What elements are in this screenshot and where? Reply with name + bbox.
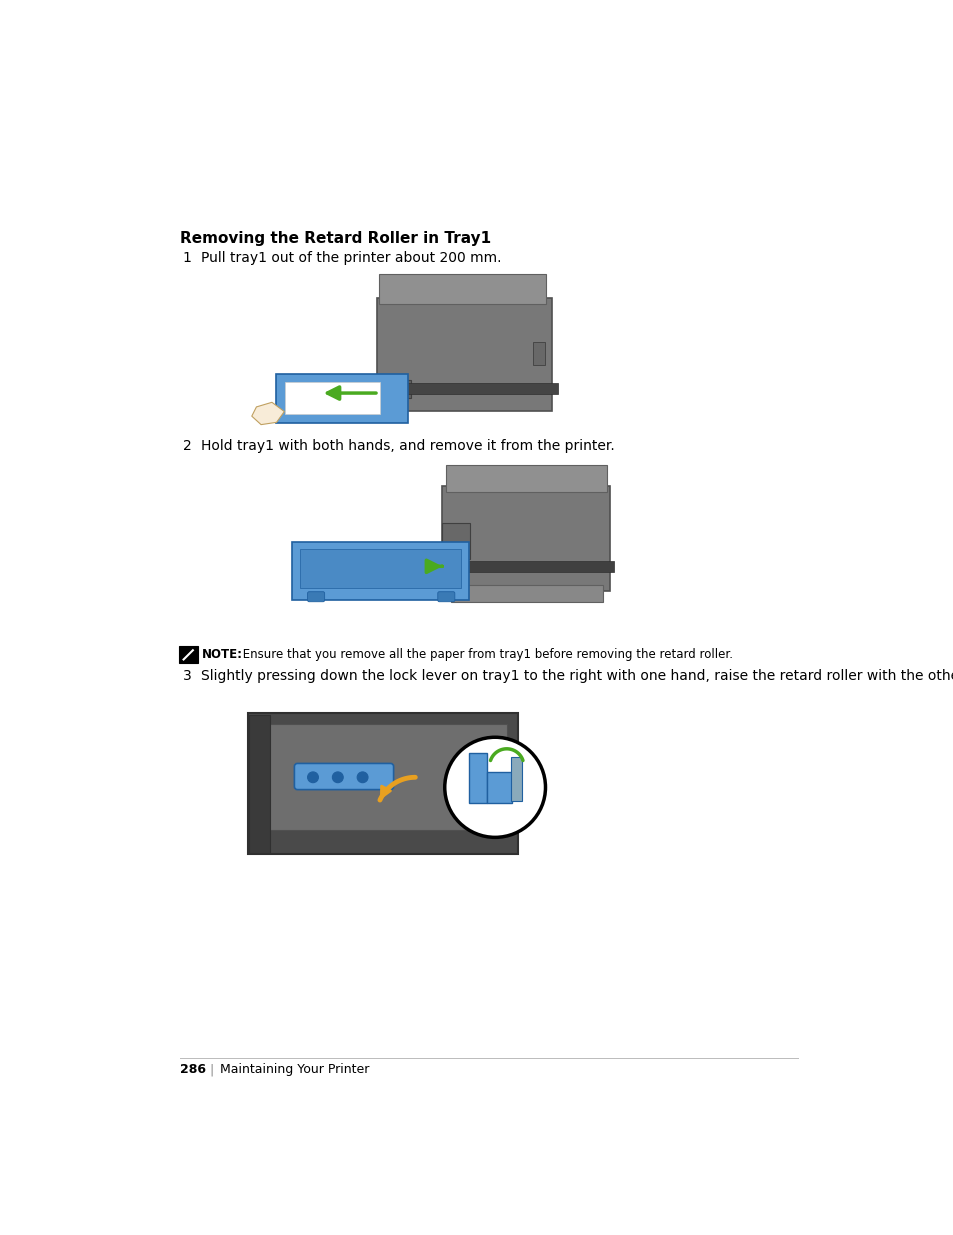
FancyBboxPatch shape	[294, 763, 394, 789]
Text: Removing the Retard Roller in Tray1: Removing the Retard Roller in Tray1	[179, 231, 490, 246]
Text: Pull tray1 out of the printer about 200 mm.: Pull tray1 out of the printer about 200 …	[201, 252, 501, 266]
Text: Ensure that you remove all the paper from tray1 before removing the retard rolle: Ensure that you remove all the paper fro…	[238, 648, 732, 662]
FancyBboxPatch shape	[307, 592, 324, 601]
Text: 286: 286	[179, 1063, 206, 1077]
Text: NOTE:: NOTE:	[201, 648, 242, 662]
FancyBboxPatch shape	[376, 299, 551, 411]
FancyBboxPatch shape	[376, 383, 558, 394]
Circle shape	[332, 772, 343, 783]
FancyBboxPatch shape	[451, 585, 602, 601]
FancyBboxPatch shape	[487, 772, 512, 803]
Text: Hold tray1 with both hands, and remove it from the printer.: Hold tray1 with both hands, and remove i…	[201, 440, 615, 453]
FancyBboxPatch shape	[378, 274, 546, 304]
Text: |: |	[209, 1063, 213, 1077]
Circle shape	[444, 737, 545, 837]
FancyBboxPatch shape	[441, 561, 613, 572]
Text: 2: 2	[183, 440, 192, 453]
Text: Slightly pressing down the lock lever on tray1 to the right with one hand, raise: Slightly pressing down the lock lever on…	[201, 668, 953, 683]
FancyBboxPatch shape	[248, 714, 517, 855]
FancyBboxPatch shape	[292, 542, 468, 600]
Text: 1: 1	[183, 252, 192, 266]
FancyBboxPatch shape	[249, 715, 270, 852]
Circle shape	[307, 772, 318, 783]
FancyBboxPatch shape	[533, 342, 545, 366]
FancyBboxPatch shape	[375, 380, 411, 399]
FancyBboxPatch shape	[285, 382, 379, 414]
FancyBboxPatch shape	[179, 646, 197, 663]
Text: 3: 3	[183, 668, 192, 683]
FancyBboxPatch shape	[441, 524, 469, 558]
FancyBboxPatch shape	[511, 757, 521, 802]
FancyBboxPatch shape	[445, 466, 606, 492]
FancyBboxPatch shape	[442, 487, 609, 592]
FancyBboxPatch shape	[299, 550, 460, 588]
FancyBboxPatch shape	[258, 724, 506, 830]
Polygon shape	[252, 403, 284, 425]
Circle shape	[356, 772, 368, 783]
Text: Maintaining Your Printer: Maintaining Your Printer	[220, 1063, 369, 1077]
FancyBboxPatch shape	[437, 592, 455, 601]
FancyBboxPatch shape	[275, 374, 408, 424]
FancyBboxPatch shape	[468, 753, 487, 803]
